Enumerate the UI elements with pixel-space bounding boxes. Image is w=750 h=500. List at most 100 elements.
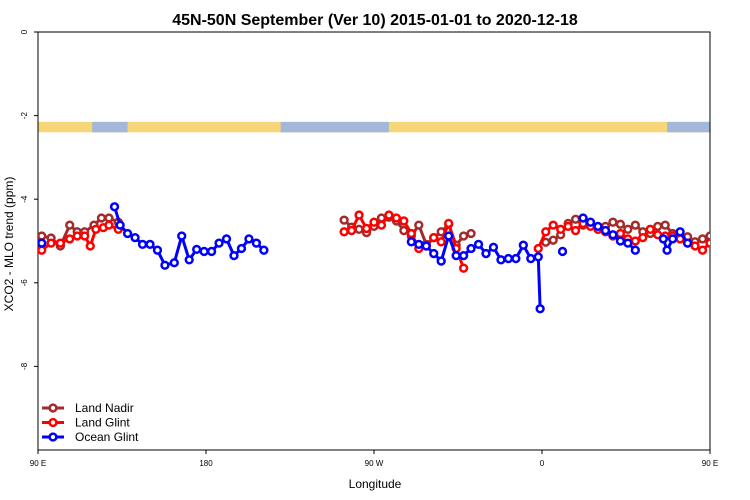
series-1-point-0-7 xyxy=(91,224,101,234)
series-1-point-2-5 xyxy=(570,225,581,236)
series-2-point-2-15 xyxy=(518,240,528,250)
legend-item-2: Ocean Glint xyxy=(42,430,139,444)
axes: 90 E 180 90 W 0 90 E 0 -2 -4 -6 -8 xyxy=(20,29,718,468)
series-2-point-1-15 xyxy=(221,234,232,244)
series-0-point-1-2 xyxy=(354,224,364,234)
series-2-point-2-10 xyxy=(481,248,491,259)
series-2-point-1-2 xyxy=(122,228,133,239)
series-2-point-2-7 xyxy=(458,250,469,261)
series-1-point-1-13 xyxy=(436,237,446,247)
series-1-point-2-21 xyxy=(690,241,700,251)
series-2-point-1-17 xyxy=(236,243,247,254)
series-1-point-2-25 xyxy=(722,236,729,243)
x-tick-label-4: 90 E xyxy=(702,459,718,468)
legend-marker-0 xyxy=(48,403,58,413)
x-tick-label-2: 90 W xyxy=(365,459,384,468)
legend-label-2: Ocean Glint xyxy=(75,430,139,444)
series-1-point-1-1 xyxy=(346,225,357,236)
series-1-point-0-3 xyxy=(65,234,75,244)
ocean-band-1 xyxy=(280,121,389,133)
series-1-point-2-3 xyxy=(556,224,566,234)
x-tick-label-1: 180 xyxy=(199,459,213,468)
series-2-point-6-3 xyxy=(736,234,743,241)
series-2-point-1-16 xyxy=(229,250,239,261)
series-0-point-1-16 xyxy=(458,231,469,241)
series-0-point-2-22 xyxy=(705,231,710,241)
series-1-point-2-11 xyxy=(615,228,626,239)
series-2-point-5-4 xyxy=(682,238,693,248)
x-tick-label-3: 0 xyxy=(540,459,545,468)
legend-label-1: Land Glint xyxy=(75,416,130,430)
series-1-point-2-28 xyxy=(744,243,750,250)
series-0-point-2-12 xyxy=(630,220,640,230)
series-1-point-1-4 xyxy=(369,217,379,227)
series-2-point-1-4 xyxy=(137,239,148,249)
series-2-point-1-0 xyxy=(109,202,120,212)
series-0-point-1-8 xyxy=(399,225,409,236)
series-0-point-0-0 xyxy=(38,231,47,241)
series-0-point-2-15 xyxy=(653,221,663,232)
series-2-point-1-13 xyxy=(206,246,217,257)
series-2-point-1-14 xyxy=(214,238,224,248)
x-tick-label-0: 90 E xyxy=(30,459,46,468)
series-2-point-1-7 xyxy=(160,260,170,270)
series-1 xyxy=(38,210,750,273)
series-1-point-1-0 xyxy=(339,227,349,237)
series-2-point-2-1 xyxy=(414,239,424,249)
series-0-point-0-3 xyxy=(65,220,75,230)
series-2-point-1-5 xyxy=(145,239,155,249)
series-2-point-1-1 xyxy=(115,220,125,230)
series-1-point-1-6 xyxy=(384,210,394,220)
series-1-point-2-13 xyxy=(630,236,640,246)
series-2-point-2-4 xyxy=(436,256,446,266)
series-2-point-2-6 xyxy=(451,250,461,261)
series-2-point-5-2 xyxy=(668,234,678,244)
y-tick-label-4: -8 xyxy=(20,362,29,370)
series-0-point-0-7 xyxy=(96,213,107,223)
series-2-point-2-9 xyxy=(473,239,484,249)
series-2-point-2-12 xyxy=(496,255,506,265)
series-1-point-0-4 xyxy=(72,231,82,241)
series-0-point-2-9 xyxy=(608,217,618,227)
series-2-point-2-13 xyxy=(503,253,514,264)
y-tick-label-0: 0 xyxy=(20,29,29,34)
y-tick-label-3: -6 xyxy=(20,279,29,287)
series-2-point-4-6 xyxy=(623,238,633,248)
series-0-point-1-0 xyxy=(339,215,349,225)
series-1-point-1-5 xyxy=(376,220,387,230)
series-2-point-1-11 xyxy=(192,244,202,255)
series-2-point-5-0 xyxy=(658,234,668,244)
series-2-point-1-18 xyxy=(244,234,254,244)
series-0-point-1-10 xyxy=(414,220,424,230)
series-2-point-1-9 xyxy=(177,231,187,241)
legend-marker-1 xyxy=(48,417,58,428)
series-2-point-3-0 xyxy=(557,246,568,257)
series-2-point-4-0 xyxy=(578,213,588,223)
series-2-point-1-8 xyxy=(169,258,179,268)
series-2-point-2-2 xyxy=(421,241,431,251)
chart-title: 45N-50N September (Ver 10) 2015-01-01 to… xyxy=(172,12,578,29)
series-0-point-0-8 xyxy=(104,213,114,223)
series-1-point-0-1 xyxy=(46,238,56,248)
series-2-point-2-0 xyxy=(406,237,416,247)
series-0-point-2-23 xyxy=(714,236,721,243)
series-2-point-5-1 xyxy=(662,245,672,255)
legend-item-1: Land Glint xyxy=(42,416,130,430)
series-2-point-1-3 xyxy=(130,233,140,243)
series-0-point-2-21 xyxy=(697,234,708,244)
series-0-point-2-26 xyxy=(736,228,743,235)
series-2-point-6-1 xyxy=(722,222,729,229)
series-1-point-2-27 xyxy=(736,233,743,240)
series-1-point-1-12 xyxy=(429,233,439,243)
series-2-point-1-19 xyxy=(251,238,262,248)
series-2-point-6-0 xyxy=(714,203,721,210)
series-2-point-2-14 xyxy=(511,253,521,264)
series-1-point-1-16 xyxy=(458,263,469,273)
series-2-point-5-3 xyxy=(675,227,685,237)
series-2-point-4-4 xyxy=(608,230,618,240)
ocean-band-3 xyxy=(674,121,710,133)
series-0-point-2-4 xyxy=(570,214,581,224)
series-2-point-1-20 xyxy=(259,245,269,255)
